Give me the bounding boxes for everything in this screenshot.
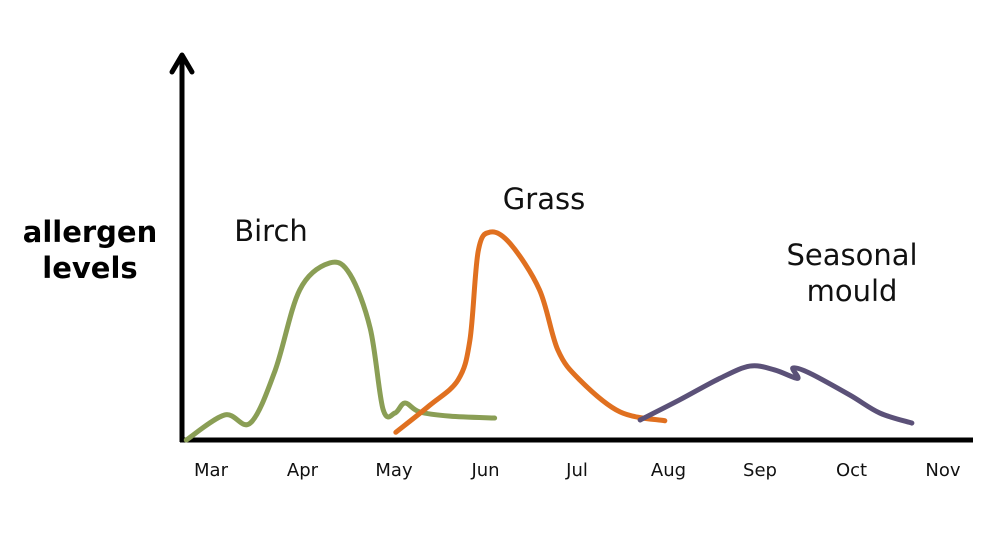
series-line-seasonal-mould: [637, 363, 915, 426]
x-tick-label-sep: Sep: [743, 460, 777, 481]
series-line-grass: [393, 229, 668, 435]
axes: [169, 52, 973, 443]
y-axis-arrow: [169, 52, 195, 75]
x-tick-label-oct: Oct: [836, 460, 867, 481]
y-axis-label-line-1: allergen: [23, 215, 158, 249]
x-tick-label-aug: Aug: [651, 460, 686, 481]
y-axis-label-line-2: levels: [42, 251, 137, 285]
series-label-mould-line-1: Seasonal: [786, 238, 917, 272]
x-tick-label-jul: Jul: [565, 460, 588, 481]
series-label-grass: Grass: [503, 182, 585, 216]
series-line-birch: [183, 259, 498, 443]
x-tick-label-mar: Mar: [194, 460, 229, 481]
x-tick-label-may: May: [375, 460, 413, 481]
x-tick-label-jun: Jun: [470, 460, 499, 481]
series-label-birch: Birch: [234, 214, 308, 248]
series-label-mould-line-2: mould: [807, 274, 898, 308]
x-tick-label-nov: Nov: [925, 460, 960, 481]
x-tick-label-apr: Apr: [287, 460, 319, 481]
